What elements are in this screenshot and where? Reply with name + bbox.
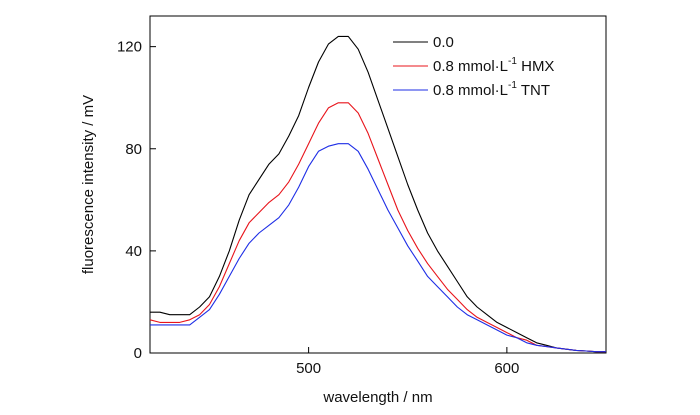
x-tick-label: 600 <box>494 360 519 377</box>
y-tick-label: 80 <box>125 141 142 158</box>
series-line-1 <box>150 35 606 353</box>
series-line-2 <box>149 102 606 353</box>
y-tick-label: 0 <box>134 345 142 362</box>
series-line-3 <box>150 143 606 353</box>
x-tick-label: 500 <box>296 360 321 377</box>
y-axis-title: fluorescence intensity / mV <box>80 95 97 274</box>
legend: 0.0 0.8 mmol·L-1 HMX 0.8 mmol·L-1 TNT <box>393 34 554 99</box>
y-tick-label: 120 <box>117 39 142 56</box>
legend-label-1: 0.0 <box>433 34 454 51</box>
y-tick-label: 40 <box>125 243 142 260</box>
plot-area <box>149 15 607 354</box>
plot-frame <box>149 15 607 354</box>
y-axis-ticks: 0 40 80 120 <box>117 39 156 362</box>
x-axis-ticks: 500 600 <box>296 347 519 377</box>
legend-label-2: 0.8 mmol·L-1 HMX <box>433 56 554 75</box>
series-layer <box>149 35 606 353</box>
x-axis-title: wavelength / nm <box>322 389 432 406</box>
legend-label-3: 0.8 mmol·L-1 TNT <box>433 80 550 99</box>
